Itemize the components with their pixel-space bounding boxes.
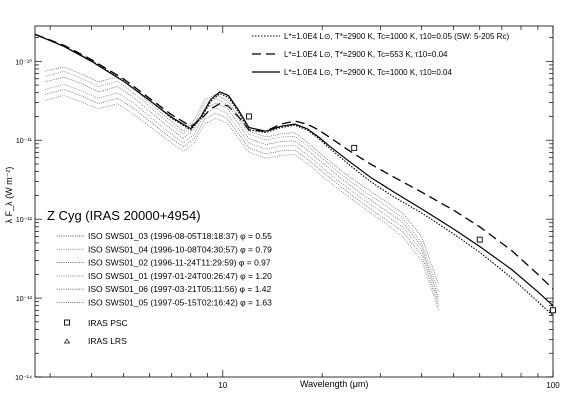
iras-psc-legend-marker xyxy=(64,319,70,326)
series-line-6 xyxy=(45,76,439,299)
series-line-1 xyxy=(35,33,553,317)
model-legend-label-3: L*=1.0E4 L⊙, T*=2900 K, Tc=1000 K, τ10=0… xyxy=(284,68,452,77)
iras-psc-point xyxy=(476,236,483,243)
obs-legend-label-4: ISO SWS01_01 (1997-01-24T00:26:47) φ = 1… xyxy=(88,271,272,281)
chart-title: Z Cyg (IRAS 20000+4954) xyxy=(47,208,201,223)
marker-layer xyxy=(245,113,556,314)
y-tick-label: 10⁻¹⁰ xyxy=(15,58,32,66)
model-legend: L*=1.0E4 L⊙, T*=2900 K, Tc=1000 K, τ10=0… xyxy=(252,32,509,77)
y-axis-label: λ F_λ (W m⁻²) xyxy=(4,167,14,224)
series-line-9 xyxy=(45,95,439,311)
plot-frame xyxy=(34,25,554,378)
obs-legend-label-3: ISO SWS01_02 (1996-11-24T11:29:59) φ = 0… xyxy=(88,258,271,268)
axis-ticks xyxy=(35,26,554,378)
model-legend-label-2: L*=1.0E4 L⊙, T*=2900 K, Tc=553 K, τ10=0.… xyxy=(284,50,448,59)
obs-legend-label-1: ISO SWS01_03 (1996-08-05T18:18:37) φ = 0… xyxy=(88,231,272,241)
series-layer xyxy=(35,33,553,317)
y-tick-label: 10⁻¹¹ xyxy=(16,138,33,145)
obs-legend-label-2: ISO SWS01_04 (1996-10-08T04:30:57) φ = 0… xyxy=(88,244,272,254)
x-tick-label: 10 xyxy=(218,381,227,390)
axis-tick-labels: 10 100 10⁻¹⁰ 10⁻¹¹ 10⁻¹² 10⁻¹³ 10⁻¹⁴ xyxy=(15,58,560,390)
iras-psc-legend-label: IRAS PSC xyxy=(88,318,128,328)
model-legend-label-1: L*=1.0E4 L⊙, T*=2900 K, Tc=1000 K, τ10=0… xyxy=(284,32,509,41)
series-line-3 xyxy=(35,33,553,307)
y-tick-label: 10⁻¹² xyxy=(16,217,33,224)
iras-psc-point xyxy=(245,113,252,120)
obs-legend-label-6: ISO SWS01_05 (1997-05-15T02:16:42) φ = 1… xyxy=(88,298,272,308)
x-axis-label: Wavelength (μm) xyxy=(300,379,368,389)
iras-psc-point xyxy=(550,307,556,314)
y-tick-label: 10⁻¹³ xyxy=(16,296,33,303)
obs-legend-label-5: ISO SWS01_06 (1997-03-21T05:11:56) φ = 1… xyxy=(88,284,272,294)
iras-psc-point xyxy=(351,144,358,151)
series-line-8 xyxy=(45,89,439,306)
plot-border xyxy=(34,25,554,378)
series-line-2 xyxy=(35,33,553,290)
observation-legend: ISO SWS01_03 (1996-08-05T18:18:37) φ = 0… xyxy=(57,231,272,346)
series-line-5 xyxy=(45,70,439,292)
iras-lrs-legend-label: IRAS LRS xyxy=(88,336,127,346)
series-line-4 xyxy=(45,66,439,285)
series-line-7 xyxy=(45,84,439,302)
x-tick-label: 100 xyxy=(546,381,560,390)
iras-lrs-legend-marker xyxy=(63,338,71,344)
y-tick-label: 10⁻¹⁴ xyxy=(15,375,32,382)
